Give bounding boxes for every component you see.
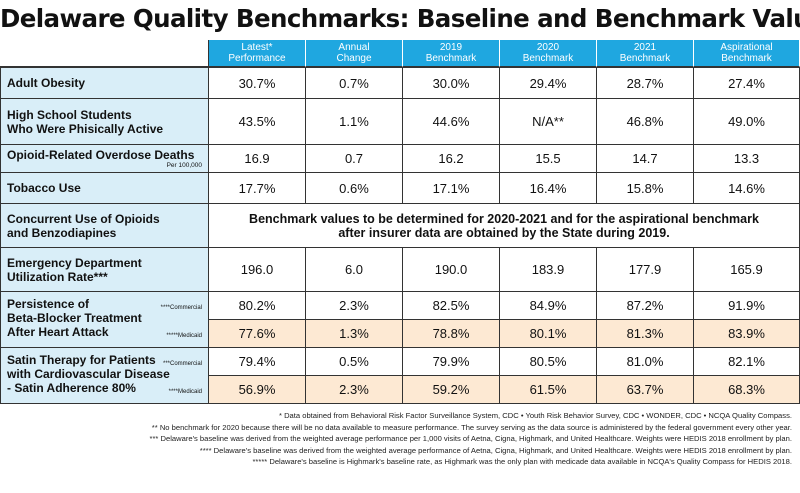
table-cell: 81.3% <box>597 320 694 348</box>
table-cell: 78.8% <box>403 320 500 348</box>
table-cell: 84.9% <box>500 292 597 320</box>
table-cell: 79.4% <box>209 348 306 376</box>
table-cell: 177.9 <box>597 248 694 292</box>
column-header-2020: 2020 Benchmark <box>500 40 597 67</box>
row-label-beta-blocker: Persistence of Beta-Blocker Treatment Af… <box>0 292 209 348</box>
footnote: **** Delaware's baseline was derived fro… <box>199 445 792 455</box>
table-cell: 0.5% <box>306 348 403 376</box>
table-cell: 165.9 <box>694 248 800 292</box>
row-label-hs-active: High School Students Who Were Phisically … <box>0 99 209 145</box>
commercial-tag: ***Commercial <box>162 361 202 367</box>
row-label-adult-obesity: Adult Obesity <box>0 67 209 99</box>
table-cell: 2.3% <box>306 376 403 404</box>
column-header-latest: Latest* Performance <box>209 40 306 67</box>
row-label-ed-utilization: Emergency Department Utilization Rate*** <box>0 248 209 292</box>
footnotes: * Data obtained from Behavioral Risk Fac… <box>12 410 792 468</box>
table-cell: 61.5% <box>500 376 597 404</box>
header-corner <box>0 40 209 67</box>
row-label-concurrent-use: Concurrent Use of Opioids and Benzodiapin… <box>0 204 209 248</box>
footnote: * Data obtained from Behavioral Risk Fac… <box>279 411 792 420</box>
table-cell: 68.3% <box>694 376 800 404</box>
table-cell: 6.0 <box>306 248 403 292</box>
table-cell: 190.0 <box>403 248 500 292</box>
row-label-opioid-deaths: Opioid-Related Overdose Deaths Per 100,00… <box>0 145 209 173</box>
table-cell: 16.2 <box>403 145 500 173</box>
table-cell: 79.9% <box>403 348 500 376</box>
table-cell: 1.3% <box>306 320 403 348</box>
footnote: ** No benchmark for 2020 because there w… <box>151 422 792 432</box>
table-cell: 15.8% <box>597 173 694 204</box>
row-label-tobacco: Tobacco Use <box>0 173 209 204</box>
table-cell: 80.2% <box>209 292 306 320</box>
table-cell: 28.7% <box>597 67 694 99</box>
table-cell: 0.7% <box>306 67 403 99</box>
table-cell: 59.2% <box>403 376 500 404</box>
per-100000-note: Per 100,000 <box>166 161 202 169</box>
column-header-annual-change: Annual Change <box>306 40 403 67</box>
table-cell: 13.3 <box>694 145 800 173</box>
table-cell: 30.7% <box>209 67 306 99</box>
table-cell: 29.4% <box>500 67 597 99</box>
table-cell: N/A** <box>500 99 597 145</box>
table-cell: 80.5% <box>500 348 597 376</box>
table-cell: 2.3% <box>306 292 403 320</box>
table-cell: 17.1% <box>403 173 500 204</box>
table-cell: 82.5% <box>403 292 500 320</box>
row-label-statin: Satin Therapy for Patients with Cardiova… <box>0 348 209 404</box>
table-cell: 0.6% <box>306 173 403 204</box>
table-cell: 83.9% <box>694 320 800 348</box>
table-cell: 14.7 <box>597 145 694 173</box>
table-cell: 0.7 <box>306 145 403 173</box>
commercial-tag: ****Commercial <box>160 305 202 311</box>
table-cell: 16.4% <box>500 173 597 204</box>
table-cell: 91.9% <box>694 292 800 320</box>
footnote: *** Delaware's baseline was derived from… <box>149 434 792 443</box>
table-cell: 80.1% <box>500 320 597 348</box>
table-cell: 14.6% <box>694 173 800 204</box>
table-cell: 56.9% <box>209 376 306 404</box>
medicaid-tag: *****Medicaid <box>166 333 202 339</box>
table-cell: 46.8% <box>597 99 694 145</box>
table-cell: 77.6% <box>209 320 306 348</box>
table-cell: 196.0 <box>209 248 306 292</box>
table-cell: 44.6% <box>403 99 500 145</box>
page-title: Delaware Quality Benchmarks: Baseline an… <box>0 4 800 33</box>
table-cell: 82.1% <box>694 348 800 376</box>
table-cell: 16.9 <box>209 145 306 173</box>
table-cell: 17.7% <box>209 173 306 204</box>
table-cell: 30.0% <box>403 67 500 99</box>
column-header-aspirational: Aspirational Benchmark <box>694 40 800 67</box>
table-cell: 27.4% <box>694 67 800 99</box>
column-header-2019: 2019 Benchmark <box>403 40 500 67</box>
table-cell: 87.2% <box>597 292 694 320</box>
table-cell: 15.5 <box>500 145 597 173</box>
table-cell: 81.0% <box>597 348 694 376</box>
column-header-2021: 2021 Benchmark <box>597 40 694 67</box>
concurrent-use-note: Benchmark values to be determined for 20… <box>209 204 800 248</box>
table-cell: 63.7% <box>597 376 694 404</box>
table-cell: 43.5% <box>209 99 306 145</box>
benchmark-table: Latest* Performance Annual Change 2019 Benc… <box>0 40 800 404</box>
medicaid-tag: ****Medicaid <box>168 389 202 395</box>
footnote: ***** Delaware's baseline is Highmark's … <box>252 457 792 466</box>
table-cell: 1.1% <box>306 99 403 145</box>
table-cell: 49.0% <box>694 99 800 145</box>
table-cell: 183.9 <box>500 248 597 292</box>
